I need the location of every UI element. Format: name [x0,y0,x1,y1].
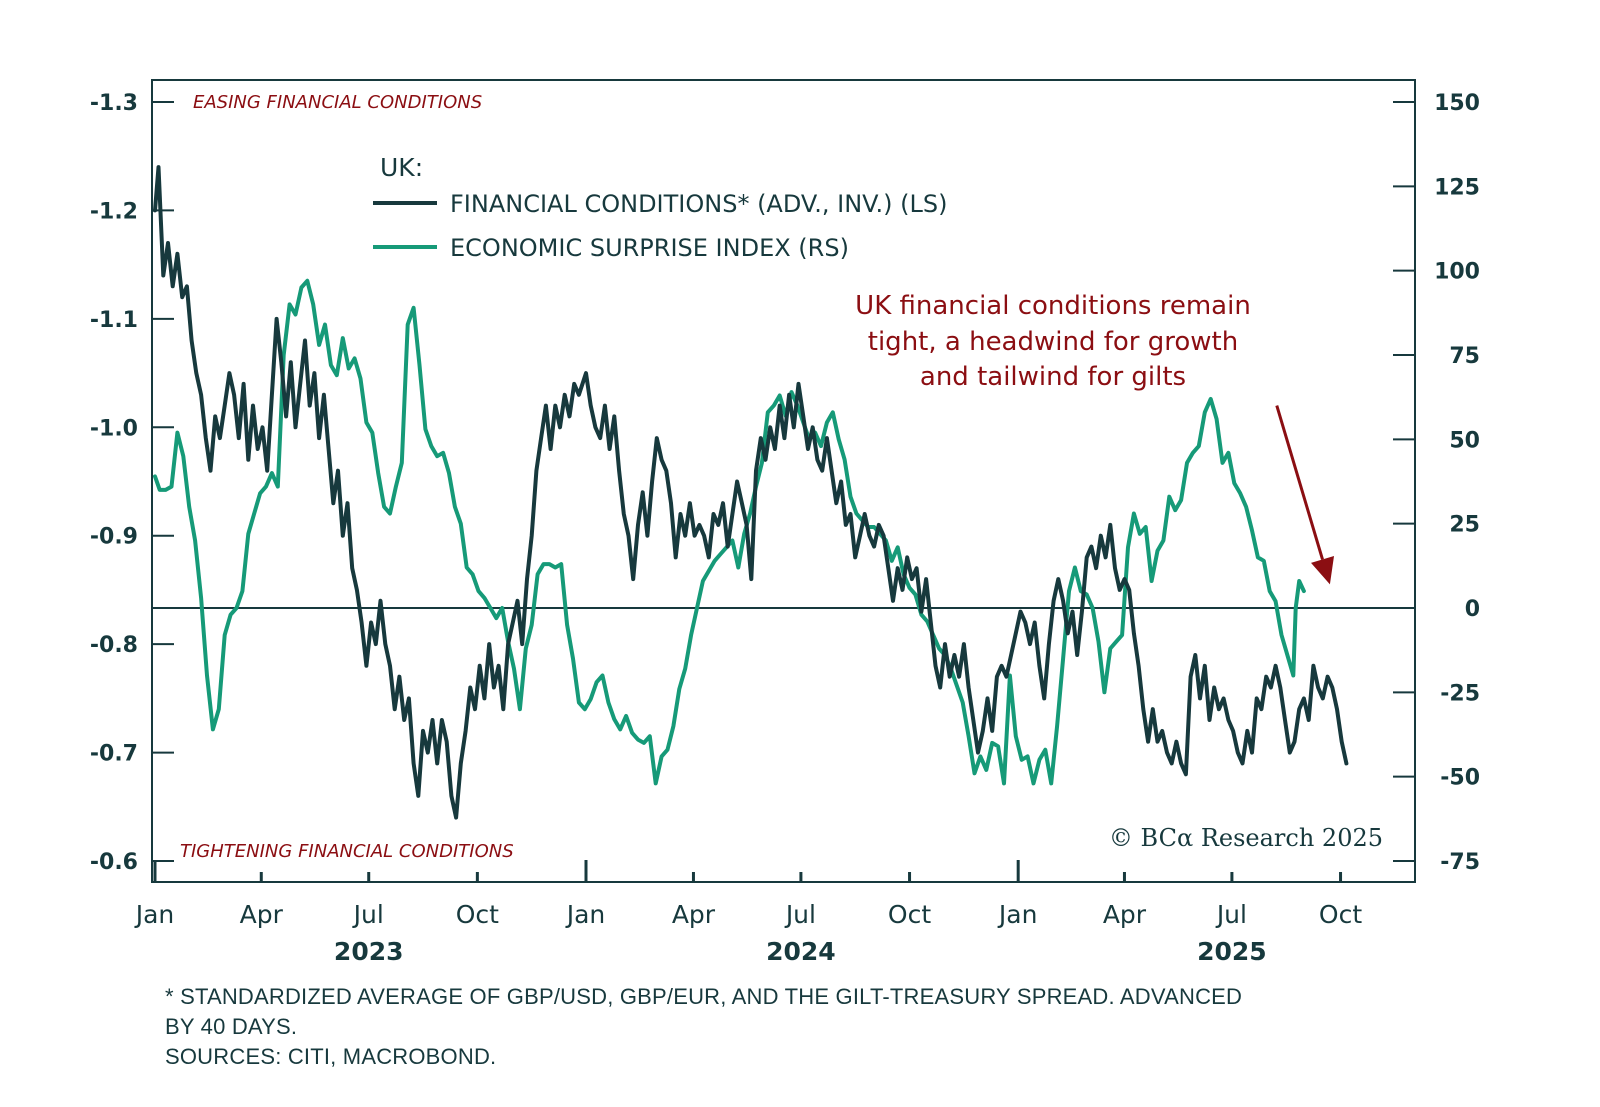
x-tick-label: Apr [1103,900,1147,929]
footnote-definition-cont: BY 40 DAYS. [165,1014,298,1039]
right-tick-label: 25 [1449,513,1480,538]
left-tick-label: -1.3 [90,91,138,116]
annotation-line-1: UK financial conditions remain [855,291,1251,321]
annotation-arrow-shaft [1275,405,1324,560]
x-axis: Jan Apr Jul Oct Jan Apr Jul Oct Jan Apr Jul Oct 2023… [134,860,1362,966]
easing-label: EASING FINANCIAL CONDITIONS [193,92,482,113]
left-tick-label: -0.7 [90,742,138,767]
legend-label-financial-conditions: FINANCIAL CONDITIONS* (ADV., INV.) (LS) [450,190,947,218]
x-tick-label: Oct [1319,900,1362,929]
tightening-label: TIGHTENING FINANCIAL CONDITIONS [180,841,514,862]
right-tick-label: 125 [1434,175,1480,200]
x-tick-label: Oct [456,900,499,929]
x-tick-label: Jul [1215,900,1247,929]
legend-label-surprise-index: ECONOMIC SURPRISE INDEX (RS) [450,234,849,262]
left-tick-label: -0.8 [90,633,138,658]
x-tick-label: Jul [784,900,816,929]
copyright-label: © BCα Research 2025 [1109,824,1383,852]
footnote-sources: SOURCES: CITI, MACROBOND. [165,1044,497,1069]
x-tick-label: Oct [888,900,931,929]
right-tick-label: -75 [1440,850,1480,875]
right-tick-label: 0 [1465,597,1480,622]
annotation-arrow-head [1311,556,1335,585]
right-tick-label: 100 [1434,260,1480,285]
x-tick-label: Apr [240,900,284,929]
legend-title: UK: [380,153,423,182]
series-line-surprise-index [153,278,1306,786]
x-year-label: 2025 [1197,937,1267,966]
right-tick-label: 150 [1434,91,1480,116]
left-tick-label: -0.6 [90,850,138,875]
footnote-definition: * STANDARDIZED AVERAGE OF GBP/USD, GBP/E… [165,984,1243,1009]
right-tick-label: -50 [1440,766,1480,791]
x-year-label: 2024 [766,937,836,966]
left-axis: -1.3 -1.2 -1.1 -1.0 -0.9 -0.8 -0.7 -0.6 [90,91,174,875]
footnotes: * STANDARDIZED AVERAGE OF GBP/USD, GBP/E… [165,982,1425,1072]
right-axis: 150 125 100 75 50 25 0 -25 -50 -75 [1393,91,1480,875]
x-tick-label: Jan [997,900,1038,929]
series-layer [153,165,1349,820]
x-tick-label: Jan [565,900,606,929]
legend: UK: FINANCIAL CONDITIONS* (ADV., INV.) (… [373,153,947,262]
right-tick-label: 50 [1449,428,1480,453]
annotation-line-3: and tailwind for gilts [920,362,1186,392]
annotation: UK financial conditions remain tight, a … [855,291,1335,585]
x-tick-label: Jul [352,900,384,929]
left-tick-label: -1.2 [90,199,138,224]
annotation-line-2: tight, a headwind for growth [868,327,1238,357]
left-tick-label: -0.9 [90,525,138,550]
region-labels: EASING FINANCIAL CONDITIONS TIGHTENING F… [180,92,514,862]
right-tick-label: -25 [1440,681,1480,706]
left-tick-label: -1.0 [90,416,138,441]
x-year-label: 2023 [334,937,404,966]
left-tick-label: -1.1 [90,308,138,333]
x-tick-label: Jan [134,900,175,929]
annotation-arrow-icon [1275,405,1335,585]
series-line-financial-conditions [153,165,1349,820]
plot-frame [151,79,1416,883]
right-tick-label: 75 [1449,344,1480,369]
x-tick-label: Apr [672,900,716,929]
plot-border [151,79,1416,883]
